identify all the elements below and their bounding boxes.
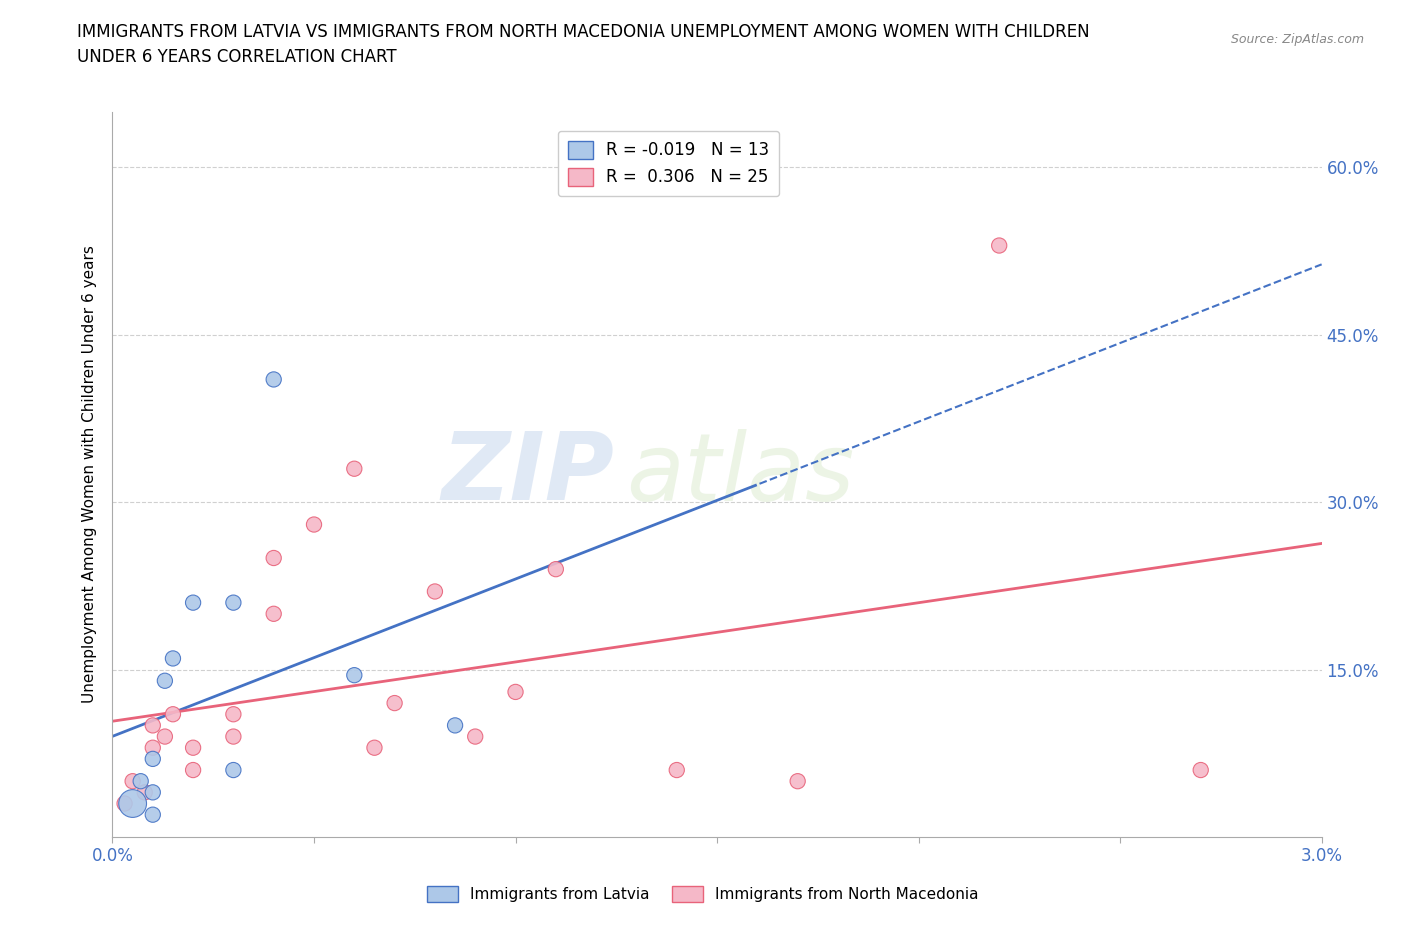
Point — [142, 751, 165, 766]
Point — [363, 740, 385, 755]
Point — [181, 740, 204, 755]
Point — [162, 707, 184, 722]
Legend: Immigrants from Latvia, Immigrants from North Macedonia: Immigrants from Latvia, Immigrants from … — [422, 880, 984, 909]
Point — [988, 238, 1011, 253]
Point — [302, 517, 325, 532]
Point — [505, 684, 527, 699]
Y-axis label: Unemployment Among Women with Children Under 6 years: Unemployment Among Women with Children U… — [82, 246, 97, 703]
Point — [222, 763, 245, 777]
Text: IMMIGRANTS FROM LATVIA VS IMMIGRANTS FROM NORTH MACEDONIA UNEMPLOYMENT AMONG WOM: IMMIGRANTS FROM LATVIA VS IMMIGRANTS FRO… — [77, 23, 1090, 41]
Point — [121, 796, 143, 811]
Point — [544, 562, 567, 577]
Text: atlas: atlas — [626, 429, 855, 520]
Point — [343, 668, 366, 683]
Text: ZIP: ZIP — [441, 429, 614, 520]
Point — [263, 606, 285, 621]
Point — [129, 774, 152, 789]
Point — [665, 763, 688, 777]
Point — [786, 774, 808, 789]
Point — [153, 729, 176, 744]
Point — [464, 729, 486, 744]
Point — [142, 807, 165, 822]
Point — [222, 707, 245, 722]
Point — [343, 461, 366, 476]
Point — [142, 785, 165, 800]
Text: UNDER 6 YEARS CORRELATION CHART: UNDER 6 YEARS CORRELATION CHART — [77, 48, 396, 66]
Point — [134, 785, 156, 800]
Point — [114, 796, 136, 811]
Point — [263, 372, 285, 387]
Legend: R = -0.019   N = 13, R =  0.306   N = 25: R = -0.019 N = 13, R = 0.306 N = 25 — [558, 131, 779, 196]
Point — [384, 696, 406, 711]
Point — [181, 763, 204, 777]
Point — [142, 740, 165, 755]
Point — [153, 673, 176, 688]
Point — [444, 718, 467, 733]
Point — [222, 595, 245, 610]
Point — [142, 718, 165, 733]
Point — [121, 774, 143, 789]
Point — [1189, 763, 1212, 777]
Point — [263, 551, 285, 565]
Point — [181, 595, 204, 610]
Point — [162, 651, 184, 666]
Point — [423, 584, 446, 599]
Text: Source: ZipAtlas.com: Source: ZipAtlas.com — [1230, 33, 1364, 46]
Point — [222, 729, 245, 744]
